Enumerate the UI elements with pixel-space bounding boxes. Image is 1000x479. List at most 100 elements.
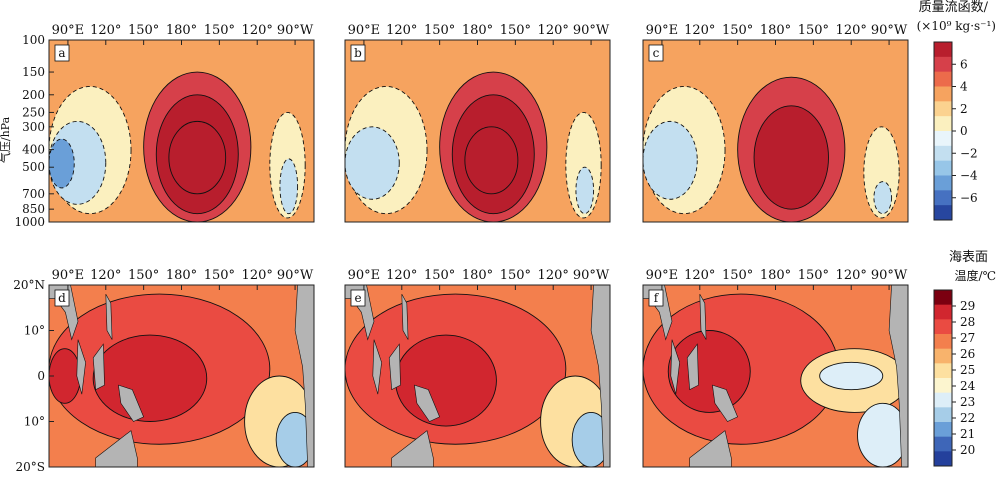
colorbar-swatch bbox=[934, 116, 952, 132]
land-mass bbox=[686, 343, 699, 391]
y-tick-label: 10° bbox=[24, 324, 45, 338]
colorbar-swatch bbox=[934, 71, 952, 87]
x-tick-label: 150° bbox=[204, 23, 235, 38]
x-tick-label: 90°E bbox=[646, 23, 679, 38]
contour-region-29 bbox=[92, 334, 208, 422]
x-tick-label: 90°E bbox=[52, 23, 85, 38]
contour-region-29 bbox=[395, 334, 497, 427]
x-tick-label: 90°W bbox=[277, 268, 314, 283]
colorbar-title: 海表面 bbox=[949, 250, 988, 265]
colorbar-swatch bbox=[934, 422, 952, 438]
x-tick-label: 150° bbox=[500, 23, 531, 38]
land-mass bbox=[689, 430, 732, 467]
colorbar-swatch bbox=[934, 190, 952, 206]
x-tick-label: 120° bbox=[538, 23, 569, 38]
x-tick-label: 150° bbox=[500, 268, 531, 283]
x-tick-label: 180° bbox=[166, 268, 197, 283]
colorbar-unit: (×10⁹ kg·s⁻¹) bbox=[917, 19, 996, 33]
colorbar-swatch bbox=[934, 348, 952, 364]
colorbar-swatch bbox=[934, 42, 952, 58]
colorbar-tick-label: 29 bbox=[960, 299, 975, 313]
land-mass bbox=[372, 339, 382, 395]
x-tick-label: 120° bbox=[386, 23, 417, 38]
colorbar-stream-function: 质量流函数/ (×10⁹ kg·s⁻¹) 6 4 2 0 −2 −4 −6 bbox=[917, 0, 996, 221]
x-tick-label: 120° bbox=[836, 23, 867, 38]
colorbar-tick-label: −2 bbox=[960, 146, 978, 160]
x-tick-label: 120° bbox=[242, 23, 273, 38]
x-tick-label: 90°W bbox=[277, 23, 314, 38]
x-tick-label: 180° bbox=[760, 23, 791, 38]
colorbar-swatch bbox=[934, 334, 952, 350]
x-tick-label: 150° bbox=[722, 268, 753, 283]
colorbar-tick-label: 28 bbox=[960, 315, 975, 329]
y-tick-label: 250 bbox=[22, 105, 45, 119]
x-tick-label: 150° bbox=[722, 23, 753, 38]
panel-label: f bbox=[654, 291, 660, 305]
colorbar-swatch bbox=[934, 205, 952, 221]
contour-region-22 bbox=[275, 411, 314, 467]
y-tick-label: 850 bbox=[22, 202, 45, 216]
land-mass bbox=[294, 285, 314, 467]
x-tick-label: 180° bbox=[462, 23, 493, 38]
x-tick-label: 90°W bbox=[573, 23, 610, 38]
colorbar-swatch bbox=[934, 86, 952, 102]
colorbar-tick-label: 6 bbox=[960, 57, 968, 71]
x-tick-label: 90°E bbox=[348, 268, 381, 283]
colorbar-unit: 温度/℃ bbox=[955, 268, 996, 283]
x-tick-label: 120° bbox=[836, 268, 867, 283]
contour-region--6 bbox=[49, 138, 75, 189]
land-mass bbox=[414, 384, 440, 422]
y-tick-label: 400 bbox=[22, 143, 45, 157]
y-tick-label: 500 bbox=[22, 160, 45, 174]
contour-region-23 bbox=[819, 361, 884, 391]
colorbar-swatch bbox=[934, 363, 952, 379]
colorbar-swatch bbox=[934, 160, 952, 176]
y-tick-label: 20°N bbox=[13, 278, 45, 292]
colorbar-tick-label: 20 bbox=[960, 443, 975, 457]
x-tick-label: 150° bbox=[128, 268, 159, 283]
contour-region--4 bbox=[575, 166, 595, 215]
land-mass bbox=[388, 343, 401, 391]
colorbar-tick-label: 21 bbox=[960, 427, 975, 441]
x-tick-label: 90°E bbox=[646, 268, 679, 283]
x-tick-label: 180° bbox=[462, 268, 493, 283]
y-tick-label: 700 bbox=[22, 187, 45, 201]
colorbar-swatch bbox=[934, 319, 952, 335]
x-tick-label: 120° bbox=[684, 23, 715, 38]
x-tick-label: 90°E bbox=[348, 23, 381, 38]
panel-c: c 90°E 120° 150° 180° 150° 120° 90°W bbox=[642, 23, 909, 223]
land-mass bbox=[590, 285, 610, 467]
contour-region--4 bbox=[873, 181, 893, 215]
colorbar-swatch bbox=[934, 407, 952, 423]
panel-label: e bbox=[354, 291, 361, 305]
x-tick-label: 90°E bbox=[52, 268, 85, 283]
land-mass bbox=[670, 339, 680, 395]
colorbar-tick-label: 24 bbox=[960, 379, 976, 393]
y-tick-label: 1000 bbox=[14, 215, 45, 229]
contour-region--4 bbox=[279, 158, 299, 215]
land-mass bbox=[118, 384, 144, 422]
x-tick-label: 180° bbox=[760, 268, 791, 283]
colorbar-tick-label: 23 bbox=[960, 395, 975, 409]
x-tick-label: 180° bbox=[166, 23, 197, 38]
contour-region-6 bbox=[168, 120, 227, 195]
panel-e: e 90°E 120° 150° 180° 150° 120° 90°W bbox=[344, 268, 611, 468]
land-mass bbox=[95, 430, 138, 467]
panel-label: a bbox=[58, 46, 65, 60]
x-tick-label: 150° bbox=[204, 268, 235, 283]
y-tick-label: 0 bbox=[37, 369, 45, 383]
panel-label: c bbox=[653, 46, 660, 60]
colorbar-tick-label: 25 bbox=[960, 363, 975, 377]
colorbar-title: 质量流函数/ bbox=[919, 0, 989, 15]
colorbar-tick-label: 22 bbox=[960, 411, 975, 425]
colorbar-swatch bbox=[934, 175, 952, 191]
x-tick-label: 120° bbox=[538, 268, 569, 283]
panel-d: d 90°E 120° 150° 180° 150° 120° 90°W 20°N 10° 0 10°… bbox=[13, 268, 315, 474]
panel-label: d bbox=[58, 291, 66, 305]
x-tick-label: 120° bbox=[90, 23, 121, 38]
land-mass bbox=[712, 384, 738, 422]
x-tick-label: 120° bbox=[684, 268, 715, 283]
colorbar-swatch bbox=[934, 290, 952, 306]
